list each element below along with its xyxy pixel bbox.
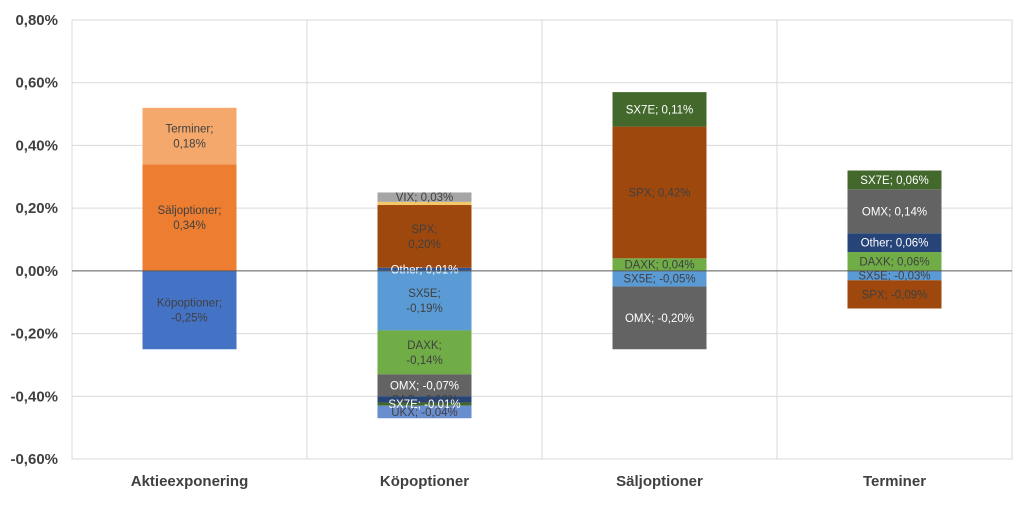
bar-column: SX5E; -0,19% DAXK; -0,14% OMX; -0,07% CAC; -0…: [377, 192, 472, 419]
data-label: -0,25%: [171, 313, 207, 325]
data-label: OMX; 0,14%: [862, 206, 927, 218]
data-label: SX5E; -0,03%: [858, 271, 930, 283]
data-label: Terminer;: [166, 124, 214, 136]
data-label: 0,20%: [408, 239, 441, 251]
data-label: Säljoptioner;: [158, 205, 222, 217]
data-label: Other; 0,06%: [861, 238, 929, 250]
bar-segment: [612, 286, 707, 350]
data-label: DAXK;: [407, 340, 442, 352]
bar-segment: [847, 280, 942, 309]
data-label: OMX; -0,07%: [390, 380, 459, 392]
data-label: SPX;: [411, 224, 437, 236]
data-label: SX7E; -0,01%: [388, 399, 460, 411]
y-tick-label: 0,80%: [15, 12, 58, 29]
data-label: OMX; -0,20%: [625, 313, 694, 325]
bar-segment: [142, 270, 237, 350]
data-label: DAXK; 0,06%: [859, 256, 929, 268]
bar-segment: [847, 189, 942, 234]
y-tick-label: 0,00%: [15, 263, 58, 280]
x-tick-label: Terminer: [863, 473, 926, 490]
bar-segment: [847, 233, 942, 253]
x-tick-label: Säljoptioner: [616, 473, 703, 490]
data-label: -0,19%: [406, 303, 442, 315]
bar-segment: [377, 405, 472, 419]
y-tick-label: 0,60%: [15, 75, 58, 92]
bar-segment: [377, 270, 472, 331]
x-tick-label: Aktieexponering: [131, 473, 249, 490]
bar-segment: [377, 205, 472, 268]
x-tick-label: Köpoptioner: [380, 473, 469, 490]
y-tick-label: 0,20%: [15, 200, 58, 217]
bar-segment: [847, 270, 942, 281]
data-label: SPX; 0,42%: [628, 187, 690, 199]
bar-column: SX5E; -0,03% SPX; -0,09% DAXK; 0,06% Other;…: [847, 170, 942, 309]
bar-segment: [377, 374, 472, 397]
bar-segment: [847, 170, 942, 190]
data-label: 0,34%: [173, 220, 206, 232]
data-label: SPX; -0,09%: [862, 289, 928, 301]
bar-segment: [377, 396, 472, 403]
bar-segment: [612, 92, 707, 127]
bar-segment: [142, 164, 237, 271]
data-label: Köpoptioner;: [157, 298, 222, 310]
bar-segment: [377, 267, 472, 271]
bar-segment: [377, 192, 472, 202]
data-label: DAXK; 0,04%: [624, 260, 694, 272]
data-label: VIX; 0,03%: [396, 192, 454, 204]
bar-segment: [142, 107, 237, 165]
data-label: SX7E; 0,11%: [626, 104, 694, 116]
data-label: UKX; -0,04%: [391, 407, 457, 419]
bar-segment: [377, 330, 472, 375]
data-label: Other; 0,01%: [391, 264, 459, 276]
data-label: SX7E; 0,06%: [860, 175, 928, 187]
y-tick-label: -0,40%: [10, 388, 58, 405]
data-label: -0,14%: [406, 355, 442, 367]
data-label: 0,18%: [173, 139, 206, 151]
bar-column: SX5E; -0,05% OMX; -0,20% DAXK; 0,04% SPX; 0…: [612, 92, 707, 350]
y-tick-label: -0,60%: [10, 451, 58, 468]
bar-segment: [847, 252, 942, 271]
y-tick-label: -0,20%: [10, 326, 58, 343]
data-label: SX5E; -0,05%: [623, 274, 695, 286]
bar-segment: [612, 270, 707, 287]
bar-segment: [377, 402, 472, 406]
bar-segment: [612, 258, 707, 271]
data-label: CAC; -0,02%: [391, 394, 458, 406]
y-tick-label: 0,40%: [15, 137, 58, 154]
data-label: SX5E;: [408, 288, 441, 300]
bar-column: Köpoptioner; -0,25% Säljoptioner; 0,34% Term…: [142, 107, 237, 350]
bar-segment: [377, 201, 472, 206]
bar-segment: [612, 126, 707, 259]
